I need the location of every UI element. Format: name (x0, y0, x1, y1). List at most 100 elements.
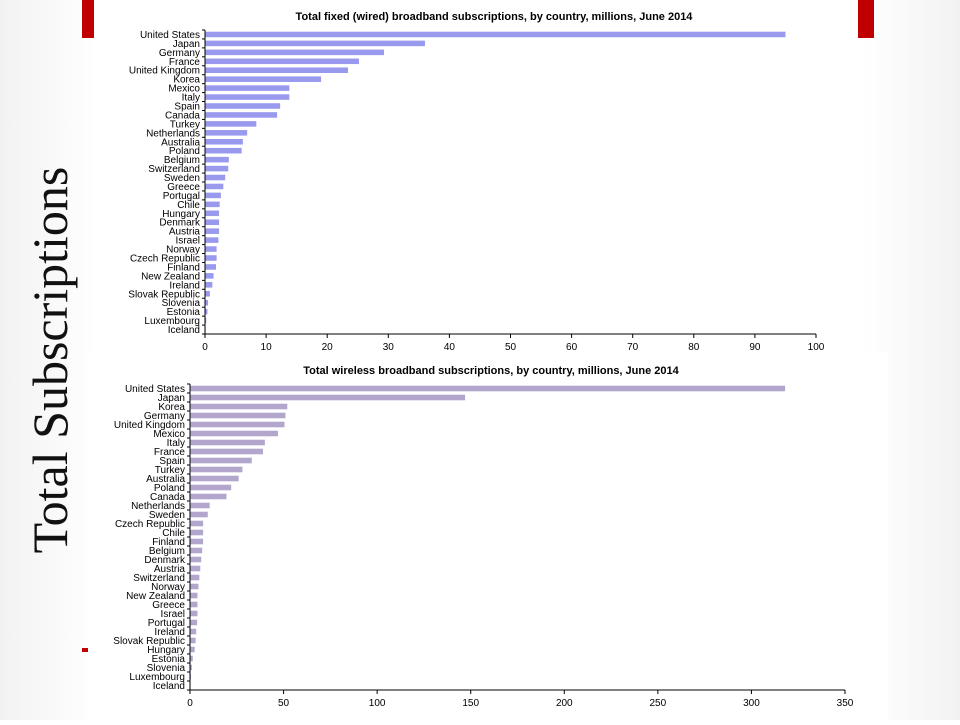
fixed-x-tick-label: 50 (505, 342, 517, 353)
wireless-bar-switzerland (190, 574, 200, 581)
wireless-bar-estonia (190, 655, 193, 662)
fixed-bar-norway (205, 246, 217, 252)
fixed-broadband-chart-panel: Total fixed (wired) broadband subscripti… (96, 0, 858, 360)
fixed-bar-japan (205, 40, 425, 47)
fixed-x-tick-label: 100 (808, 342, 825, 353)
fixed-bar-new-zealand (205, 273, 214, 279)
fixed-bar-chile (205, 201, 220, 208)
wireless-category-label: Portugal (148, 618, 185, 629)
slide-title: Total Subscriptions (22, 166, 78, 554)
fixed-category-label: Poland (169, 146, 200, 157)
wireless-category-label: Norway (151, 582, 185, 593)
wireless-category-label: Canada (150, 492, 185, 503)
wireless-category-label: Slovenia (147, 663, 186, 674)
wireless-x-tick-label: 350 (837, 698, 854, 709)
wireless-chart-title: Total wireless broadband subscriptions, … (303, 365, 679, 377)
wireless-bar-poland (190, 484, 232, 491)
fixed-broadband-chart: Total fixed (wired) broadband subscripti… (128, 11, 825, 353)
wireless-bar-germany (190, 412, 286, 419)
fixed-category-label: Chile (177, 200, 200, 211)
fixed-category-label: Japan (173, 39, 200, 50)
wireless-category-label: Italy (167, 438, 185, 449)
fixed-bar-luxembourg (205, 317, 207, 324)
wireless-category-label: Ireland (154, 627, 185, 638)
wireless-bar-united-states (190, 385, 786, 392)
wireless-category-label: New Zealand (126, 591, 185, 602)
wireless-bar-japan (190, 394, 466, 401)
wireless-x-tick-label: 100 (369, 698, 386, 709)
wireless-x-tick-label: 150 (462, 698, 479, 709)
fixed-x-tick-label: 30 (383, 342, 395, 353)
fixed-bar-slovak-republic (205, 290, 210, 297)
wireless-category-label: Netherlands (131, 501, 185, 512)
fixed-category-label: Greece (167, 182, 200, 193)
fixed-bar-germany (205, 49, 385, 56)
wireless-category-label: Belgium (149, 546, 185, 557)
wireless-x-tick-label: 300 (743, 698, 760, 709)
wireless-x-tick-label: 50 (278, 698, 290, 709)
fixed-bar-switzerland (205, 165, 229, 172)
wireless-bar-italy (190, 439, 265, 446)
wireless-category-label: Spain (159, 456, 185, 467)
wireless-bar-belgium (190, 547, 203, 554)
fixed-chart-title: Total fixed (wired) broadband subscripti… (296, 11, 694, 23)
wireless-category-label: Austria (154, 564, 186, 575)
wireless-bar-mexico (190, 430, 278, 437)
fixed-category-label: Estonia (167, 307, 201, 318)
fixed-category-label: New Zealand (141, 271, 200, 282)
wireless-category-label: Mexico (153, 429, 185, 440)
wireless-bar-austria (190, 565, 201, 572)
fixed-bar-estonia (205, 308, 208, 315)
fixed-x-tick-label: 80 (688, 342, 700, 353)
fixed-bar-spain (205, 103, 281, 109)
fixed-category-label: Hungary (162, 209, 200, 220)
fixed-bar-denmark (205, 219, 220, 226)
fixed-bar-italy (205, 94, 290, 100)
fixed-category-label: Switzerland (148, 164, 200, 175)
fixed-x-tick-label: 0 (202, 342, 208, 353)
wireless-bar-hungary (190, 646, 195, 653)
wireless-x-tick-label: 0 (187, 698, 193, 709)
wireless-category-label: Sweden (149, 510, 185, 521)
fixed-bar-united-states (205, 31, 786, 38)
fixed-bar-france (205, 58, 359, 65)
wireless-bar-czech-republic (190, 520, 204, 527)
fixed-bar-finland (205, 264, 216, 270)
fixed-bar-canada (205, 112, 278, 118)
wireless-category-label: Luxembourg (129, 672, 185, 683)
fixed-category-label: Sweden (164, 173, 200, 184)
wireless-bar-sweden (190, 511, 208, 518)
wireless-category-label: Slovak Republic (113, 636, 185, 647)
wireless-category-label: Iceland (153, 681, 185, 692)
fixed-category-label: Slovenia (162, 298, 201, 309)
fixed-category-label: United Kingdom (129, 66, 200, 77)
fixed-category-label: Italy (182, 93, 200, 104)
wireless-category-label: France (154, 447, 186, 458)
wireless-category-label: United States (125, 384, 185, 395)
wireless-category-label: Poland (154, 483, 185, 494)
wireless-bar-slovenia (190, 664, 192, 671)
fixed-bar-turkey (205, 121, 257, 127)
fixed-bar-mexico (205, 85, 290, 91)
wireless-category-label: Switzerland (133, 573, 185, 584)
fixed-category-label: Finland (167, 262, 200, 273)
fixed-bar-netherlands (205, 130, 248, 136)
fixed-bar-austria (205, 228, 220, 234)
fixed-category-label: Austria (169, 227, 201, 238)
wireless-category-label: Turkey (155, 465, 185, 476)
wireless-category-label: Finland (152, 537, 185, 548)
fixed-category-label: France (169, 57, 201, 68)
wireless-bar-slovak-republic (190, 637, 196, 644)
fixed-bar-israel (205, 237, 219, 243)
wireless-category-label: Japan (158, 393, 185, 404)
wireless-bar-portugal (190, 619, 198, 626)
wireless-bar-canada (190, 493, 227, 500)
fixed-bar-united-kingdom (205, 67, 348, 74)
fixed-bar-greece (205, 183, 224, 190)
fixed-bar-sweden (205, 174, 226, 181)
fixed-category-label: Turkey (170, 119, 200, 130)
wireless-bar-france (190, 448, 263, 455)
fixed-category-label: Canada (165, 110, 200, 121)
wireless-bar-norway (190, 583, 199, 590)
fixed-bar-ireland (205, 282, 213, 288)
